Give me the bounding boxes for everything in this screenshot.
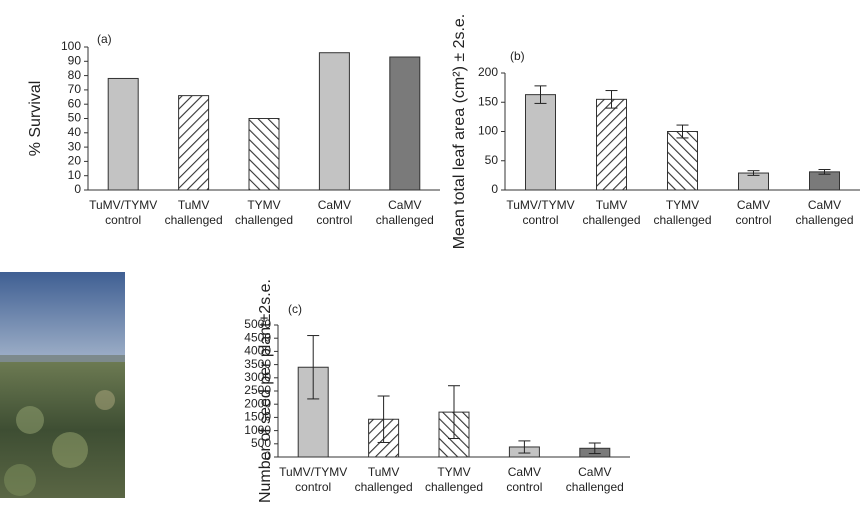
bar <box>249 119 279 191</box>
y-tick-label: 2000 <box>244 396 271 410</box>
panel-label: (a) <box>97 32 112 46</box>
panel-label: (c) <box>288 302 302 316</box>
y-tick-label: 500 <box>251 436 271 450</box>
y-tick-label: 1000 <box>244 423 271 437</box>
y-tick-label: 1500 <box>244 410 271 424</box>
bar <box>668 132 698 191</box>
y-tick-label: 2500 <box>244 383 271 397</box>
y-tick-label: 200 <box>478 65 498 79</box>
y-axis-label: % Survival <box>27 81 44 157</box>
y-tick-label: 0 <box>264 449 271 463</box>
bar <box>526 95 556 190</box>
y-tick-label: 20 <box>68 154 82 168</box>
y-tick-label: 90 <box>68 53 82 67</box>
y-tick-label: 3000 <box>244 370 271 384</box>
y-tick-label: 30 <box>68 139 82 153</box>
y-tick-label: 4000 <box>244 344 271 358</box>
y-tick-label: 10 <box>68 168 82 182</box>
bar <box>108 78 138 190</box>
figure: (a)% Survival0102030405060708090100TuMV/… <box>0 0 866 523</box>
y-tick-label: 40 <box>68 125 82 139</box>
y-tick-label: 50 <box>68 111 82 125</box>
bar <box>390 57 420 190</box>
y-tick-label: 5000 <box>244 317 271 331</box>
y-tick-label: 3500 <box>244 357 271 371</box>
y-tick-label: 100 <box>61 39 81 53</box>
bar <box>179 96 209 190</box>
y-tick-label: 50 <box>485 153 499 167</box>
y-tick-label: 70 <box>68 82 82 96</box>
bar <box>597 99 627 190</box>
y-tick-label: 100 <box>478 124 498 138</box>
y-tick-label: 60 <box>68 96 82 110</box>
y-tick-label: 80 <box>68 68 82 82</box>
bar <box>319 53 349 190</box>
y-tick-label: 150 <box>478 94 498 108</box>
y-axis-label: Mean total leaf area (cm²) ± 2s.e. <box>451 14 468 250</box>
y-tick-label: 0 <box>74 182 81 196</box>
panel-label: (b) <box>510 49 525 63</box>
y-tick-label: 0 <box>491 182 498 196</box>
photo <box>0 272 125 498</box>
y-tick-label: 4500 <box>244 330 271 344</box>
